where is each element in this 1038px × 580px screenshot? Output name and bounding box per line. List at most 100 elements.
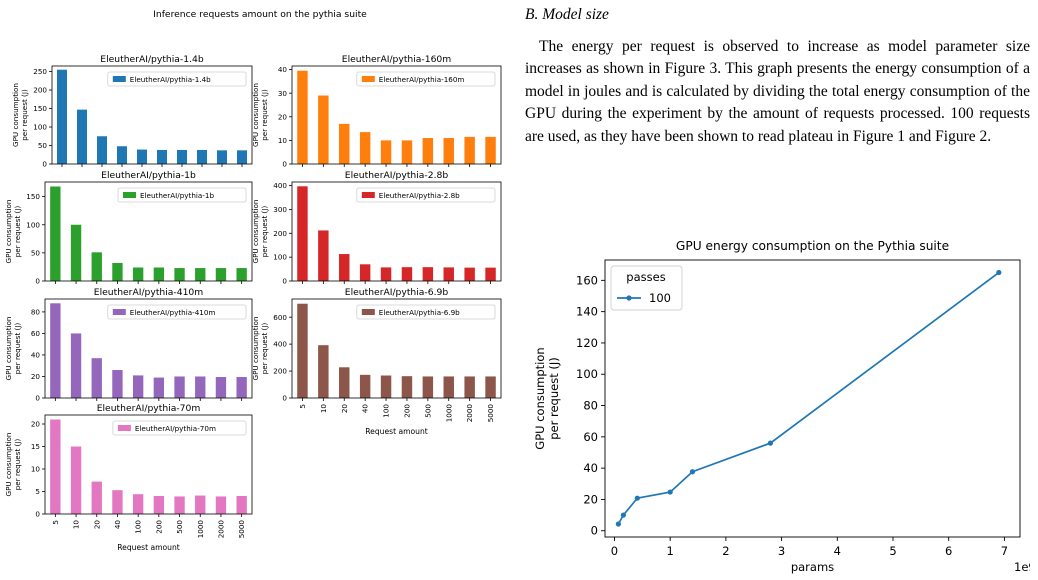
bar <box>77 109 87 164</box>
section-heading: B. Model size <box>525 6 609 23</box>
bar <box>464 376 475 398</box>
body-paragraph: The energy per request is observed to in… <box>525 38 1030 145</box>
y-axis-label-line2: per request (J) <box>13 439 22 491</box>
panel-title: EleutherAI/pythia-1b <box>101 170 196 181</box>
x-tick-label: 0 <box>611 544 618 558</box>
panel-title: EleutherAI/pythia-160m <box>342 54 452 65</box>
bar <box>217 150 227 164</box>
bar <box>195 376 206 398</box>
axes-frame <box>44 298 253 399</box>
bar <box>359 132 371 164</box>
y-tick-label: 0 <box>282 277 287 286</box>
y-tick-label: 600 <box>273 313 287 322</box>
data-point <box>634 495 640 501</box>
bar <box>215 377 227 398</box>
y-tick-label: 0 <box>282 394 287 403</box>
y-axis-label-line1: GPU consumption <box>533 347 547 449</box>
legend-label: EleutherAI/pythia-1b <box>140 191 214 200</box>
bar <box>117 146 127 164</box>
y-tick-label: 100 <box>33 123 47 132</box>
bar <box>70 224 82 281</box>
legend-title: passes <box>626 270 665 284</box>
bar <box>195 268 206 281</box>
y-axis-label-line2: per request (J) <box>547 357 561 440</box>
panel-title: EleutherAI/pythia-410m <box>94 287 204 298</box>
x-tick-label: 5000 <box>486 404 495 423</box>
y-axis-label-line2: per request (J) <box>20 89 29 141</box>
panel-title: EleutherAI/pythia-2.8b <box>345 170 449 181</box>
y-tick-label: 20 <box>278 112 288 121</box>
bar <box>339 367 350 398</box>
legend-swatch <box>123 192 136 198</box>
bar <box>339 123 350 164</box>
y-axis-label-line1: GPU consumption <box>4 200 13 264</box>
x-axis-label: params <box>791 560 834 574</box>
bar-panel-eleutherai-pythia-1-4b: EleutherAI/pythia-1.4b 0 50 100 150 200 250 GPU… <box>11 54 253 169</box>
y-tick-label: 100 <box>576 367 598 381</box>
legend-label: EleutherAI/pythia-410m <box>130 308 216 317</box>
y-tick-label: 250 <box>33 67 47 76</box>
bar <box>359 374 371 398</box>
y-tick-label: 150 <box>33 104 47 113</box>
bar <box>91 252 102 281</box>
bar <box>70 333 82 398</box>
bar <box>297 186 308 281</box>
x-axis-label: Request amount <box>365 427 428 436</box>
legend-label: EleutherAI/pythia-160m <box>379 75 465 84</box>
bar <box>153 377 165 398</box>
bar <box>132 494 144 514</box>
bar <box>132 375 144 398</box>
axes-frame <box>291 65 502 165</box>
bar-panel-eleutherai-pythia-160m: EleutherAI/pythia-160m 0 10 20 30 40 GPU consu… <box>251 54 502 169</box>
bar <box>401 376 413 398</box>
x-tick-label: 10 <box>319 404 328 414</box>
x-tick-label: 1 <box>667 544 674 558</box>
bar-panel-eleutherai-pythia-70m: EleutherAI/pythia-70m 0 5 10 15 20 5 10 20 40 100 2… <box>4 403 253 552</box>
legend-box <box>356 187 496 203</box>
x-tick-label: 20 <box>340 404 349 414</box>
x-tick-label: 1000 <box>196 520 205 539</box>
bar <box>422 138 434 164</box>
bar <box>50 303 61 398</box>
x-tick-label: 500 <box>175 520 184 534</box>
bar <box>443 267 454 281</box>
bar <box>236 268 247 281</box>
y-tick-label: 20 <box>31 372 41 381</box>
y-axis-label-line2: per request (J) <box>260 206 269 258</box>
x-tick-label: 3 <box>778 544 785 558</box>
legend-label: 100 <box>649 291 671 305</box>
y-axis-label-line2: per request (J) <box>13 206 22 258</box>
right-line-chart-figure: GPU energy consumption on the Pythia sui… <box>533 239 1030 574</box>
legend-box <box>356 71 496 87</box>
bar <box>380 375 392 398</box>
bar <box>157 149 167 164</box>
legend-box <box>356 304 496 320</box>
y-tick-label: 0 <box>591 524 598 538</box>
bar <box>177 149 187 164</box>
legend-swatch <box>361 192 375 198</box>
bar <box>464 267 475 281</box>
y-tick-label: 0 <box>35 394 40 403</box>
x-tick-label: 100 <box>134 520 143 534</box>
bar <box>57 69 67 164</box>
x-tick-label: 2000 <box>465 404 474 423</box>
bar <box>112 490 123 514</box>
x-tick-label: 5 <box>298 404 307 409</box>
bar <box>318 95 329 164</box>
bar <box>91 358 102 398</box>
bar <box>237 150 247 164</box>
bar <box>112 263 123 281</box>
y-tick-label: 200 <box>273 367 287 376</box>
y-axis-label-line1: GPU consumption <box>4 433 13 497</box>
bar <box>422 267 434 281</box>
y-tick-label: 5 <box>35 487 40 496</box>
bar <box>153 496 165 514</box>
y-axis-label-line1: GPU consumption <box>251 83 260 147</box>
panel-title: EleutherAI/pythia-1.4b <box>100 54 204 65</box>
bar <box>380 140 392 164</box>
y-tick-label: 150 <box>26 192 40 201</box>
bar-panel-eleutherai-pythia-410m: EleutherAI/pythia-410m 0 20 40 60 80 GPU consu… <box>4 287 253 403</box>
x-tick-label: 40 <box>361 404 370 414</box>
legend-swatch <box>117 425 131 431</box>
legend-swatch <box>112 309 126 315</box>
